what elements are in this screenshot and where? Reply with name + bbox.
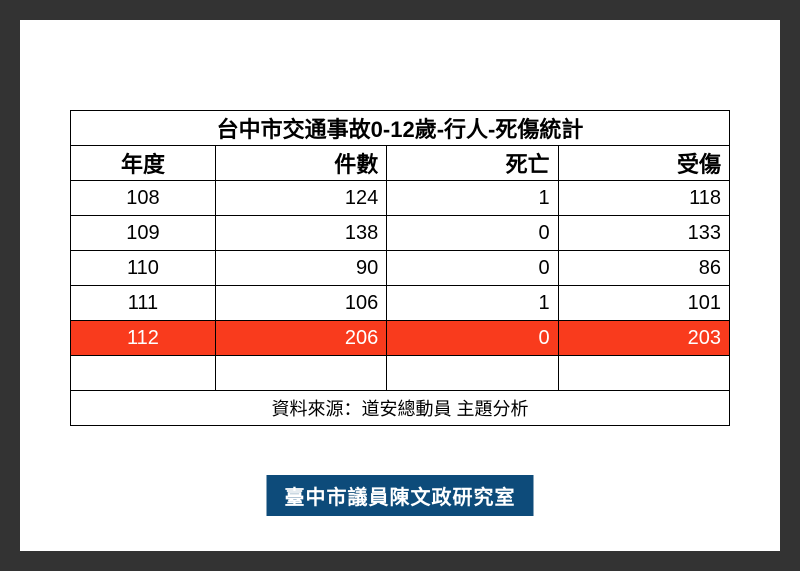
cell-year: 110 <box>71 251 216 286</box>
table-source: 資料來源：道安總動員 主題分析 <box>71 391 730 426</box>
cell-injury: 101 <box>558 286 729 321</box>
cell-year: 112 <box>71 321 216 356</box>
cell-injury: 86 <box>558 251 729 286</box>
table-empty-row <box>71 356 730 391</box>
cell-death: 1 <box>387 181 558 216</box>
table-title-row: 台中市交通事故0-12歲-行人-死傷統計 <box>71 111 730 146</box>
empty-cell <box>71 356 216 391</box>
cell-count: 106 <box>215 286 386 321</box>
column-header-count: 件數 <box>215 146 386 181</box>
cell-count: 124 <box>215 181 386 216</box>
cell-death: 1 <box>387 286 558 321</box>
table-row-highlighted: 112 206 0 203 <box>71 321 730 356</box>
table-row: 109 138 0 133 <box>71 216 730 251</box>
cell-injury: 133 <box>558 216 729 251</box>
cell-year: 109 <box>71 216 216 251</box>
table-row: 111 106 1 101 <box>71 286 730 321</box>
page-container: 台中市交通事故0-12歲-行人-死傷統計 年度 件數 死亡 受傷 108 124… <box>20 20 780 551</box>
cell-count: 90 <box>215 251 386 286</box>
footer-label: 臺中市議員陳文政研究室 <box>285 487 516 509</box>
statistics-table: 台中市交通事故0-12歲-行人-死傷統計 年度 件數 死亡 受傷 108 124… <box>70 110 730 426</box>
table-row: 108 124 1 118 <box>71 181 730 216</box>
table-header-row: 年度 件數 死亡 受傷 <box>71 146 730 181</box>
footer-banner: 臺中市議員陳文政研究室 <box>267 475 534 516</box>
table-row: 110 90 0 86 <box>71 251 730 286</box>
empty-cell <box>215 356 386 391</box>
cell-count: 206 <box>215 321 386 356</box>
table-source-row: 資料來源：道安總動員 主題分析 <box>71 391 730 426</box>
cell-death: 0 <box>387 321 558 356</box>
cell-year: 111 <box>71 286 216 321</box>
empty-cell <box>558 356 729 391</box>
column-header-injury: 受傷 <box>558 146 729 181</box>
column-header-death: 死亡 <box>387 146 558 181</box>
cell-year: 108 <box>71 181 216 216</box>
cell-count: 138 <box>215 216 386 251</box>
table-title: 台中市交通事故0-12歲-行人-死傷統計 <box>71 111 730 146</box>
empty-cell <box>387 356 558 391</box>
cell-death: 0 <box>387 251 558 286</box>
cell-injury: 203 <box>558 321 729 356</box>
column-header-year: 年度 <box>71 146 216 181</box>
cell-injury: 118 <box>558 181 729 216</box>
cell-death: 0 <box>387 216 558 251</box>
